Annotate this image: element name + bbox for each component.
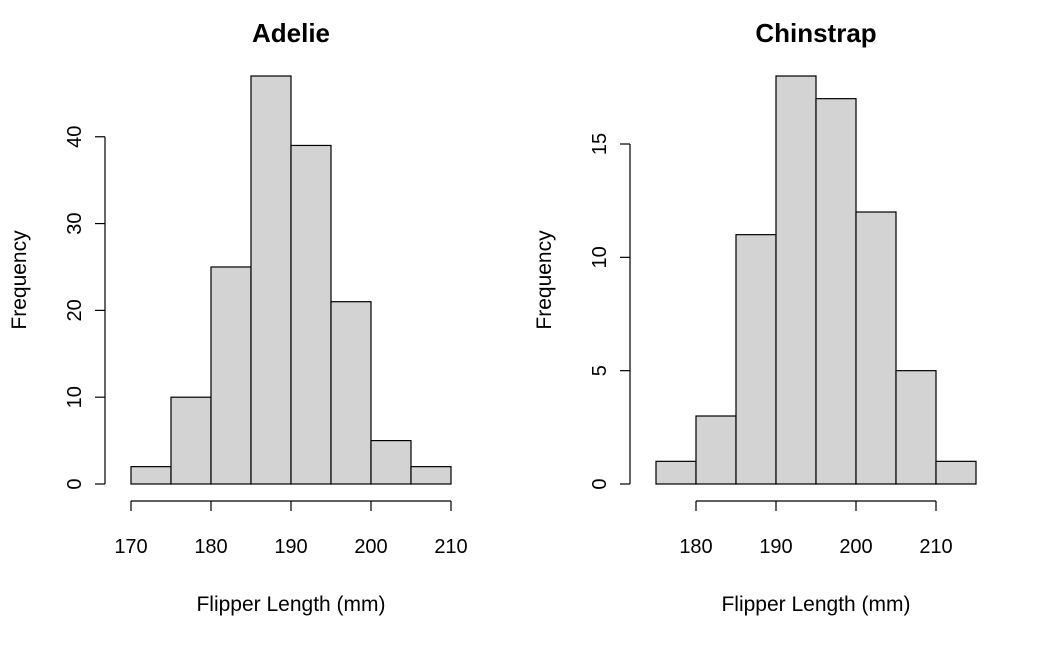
x-tick-label: 200	[354, 536, 387, 558]
histogram-bar	[130, 466, 172, 485]
x-tick-label: 190	[759, 536, 792, 558]
x-tick-label: 190	[274, 536, 307, 558]
histogram-bar	[330, 301, 372, 485]
x-tick-label: 180	[194, 536, 227, 558]
histogram-bar	[935, 460, 977, 485]
histogram-bar	[410, 466, 452, 485]
y-tick-label: 5	[589, 365, 611, 376]
y-tick-label: 10	[64, 386, 86, 408]
y-tick-label: 20	[64, 299, 86, 321]
chart-title: Chinstrap	[755, 18, 876, 48]
x-tick-label: 200	[839, 536, 872, 558]
x-tick-label: 210	[919, 536, 952, 558]
histogram-bar	[290, 144, 332, 485]
y-tick-label: 0	[64, 478, 86, 489]
x-tick-label: 180	[679, 536, 712, 558]
x-tick-label: 210	[434, 536, 467, 558]
adelie-panel: Adelie Frequency Flipper Length (mm) 170…	[8, 18, 468, 616]
x-axis-label: Flipper Length (mm)	[721, 593, 910, 616]
histogram-bar	[775, 75, 817, 485]
y-axis-label: Frequency	[533, 230, 556, 330]
histogram-bar	[370, 439, 412, 485]
histogram-bar	[855, 211, 897, 485]
histogram-bar	[250, 75, 292, 485]
chart-title: Adelie	[252, 18, 330, 48]
y-tick-label: 15	[589, 133, 611, 155]
x-axis-label: Flipper Length (mm)	[196, 593, 385, 616]
y-tick-label: 30	[64, 212, 86, 234]
histogram-bar	[655, 460, 697, 485]
x-tick-label: 170	[114, 536, 147, 558]
chinstrap-panel: Chinstrap Frequency Flipper Length (mm) …	[533, 18, 977, 616]
y-tick-label: 0	[589, 478, 611, 489]
histogram-bar	[895, 370, 937, 485]
histogram-bar	[210, 266, 252, 485]
y-tick-label: 40	[64, 126, 86, 148]
histogram-bar	[170, 396, 212, 485]
histogram-bar	[735, 234, 777, 485]
histogram-bar	[695, 415, 737, 485]
histogram-bar	[815, 98, 857, 485]
y-tick-label: 10	[589, 246, 611, 268]
y-axis-label: Frequency	[8, 230, 31, 330]
